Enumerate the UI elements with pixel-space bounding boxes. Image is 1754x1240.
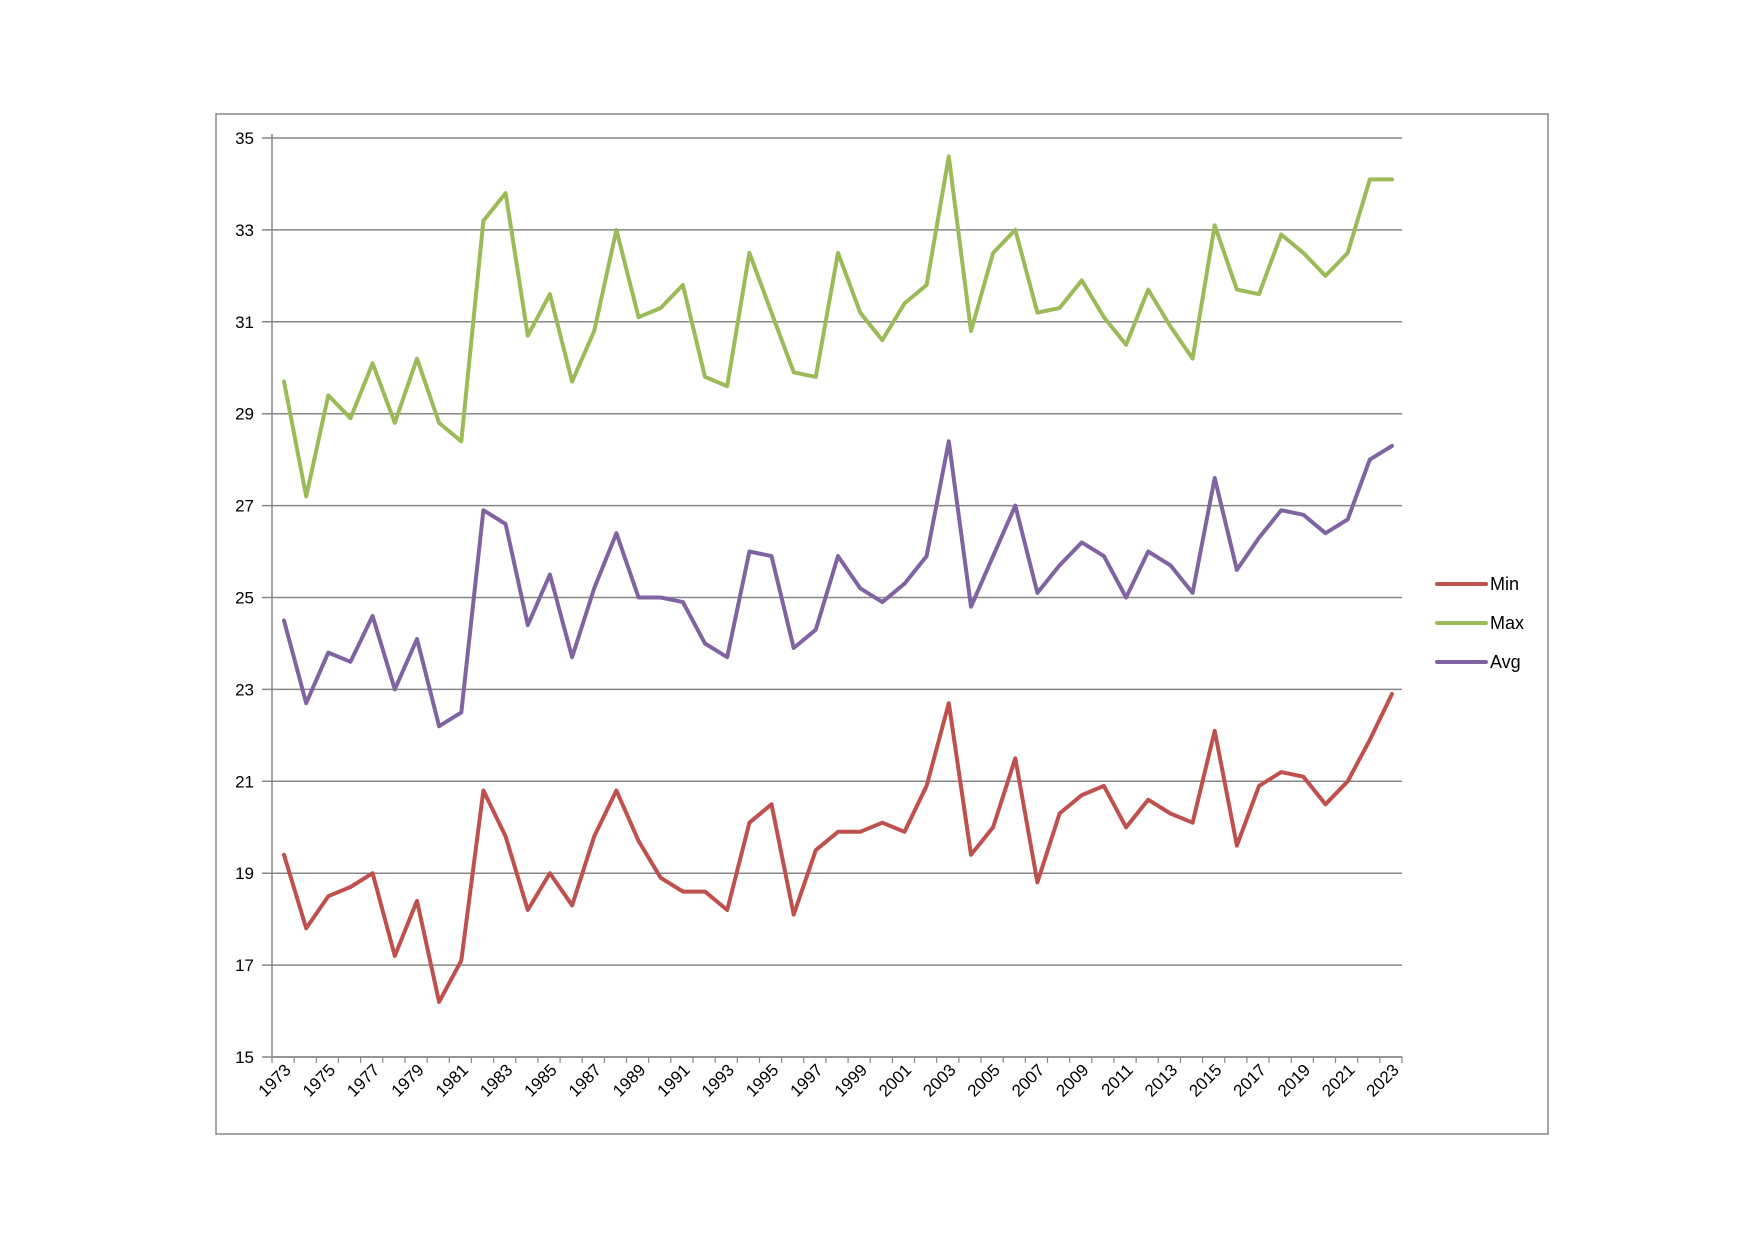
- axes: [271, 134, 1403, 1063]
- y-tick-label: 21: [235, 772, 254, 791]
- y-tick-label: 17: [235, 956, 254, 975]
- y-tick-label: 29: [235, 405, 254, 424]
- y-tick-label: 19: [235, 864, 254, 883]
- legend: Min Max Avg: [1435, 574, 1524, 672]
- y-tick-label: 33: [235, 221, 254, 240]
- y-tick-label: 27: [235, 497, 254, 516]
- y-tick-label: 35: [235, 129, 254, 148]
- legend-label-min: Min: [1490, 574, 1519, 594]
- legend-label-max: Max: [1490, 613, 1524, 633]
- y-tick-label: 31: [235, 313, 254, 332]
- y-tick-label: 15: [235, 1048, 254, 1067]
- series-lines: [282, 154, 1394, 1004]
- y-tick-label: 25: [235, 589, 254, 608]
- chart-border: [215, 113, 1549, 1135]
- y-tick-label: 23: [235, 680, 254, 699]
- legend-label-avg: Avg: [1490, 652, 1521, 672]
- y-axis-ticks: 15 17 19 21 23 25 27 29 31 33 35: [235, 129, 254, 1067]
